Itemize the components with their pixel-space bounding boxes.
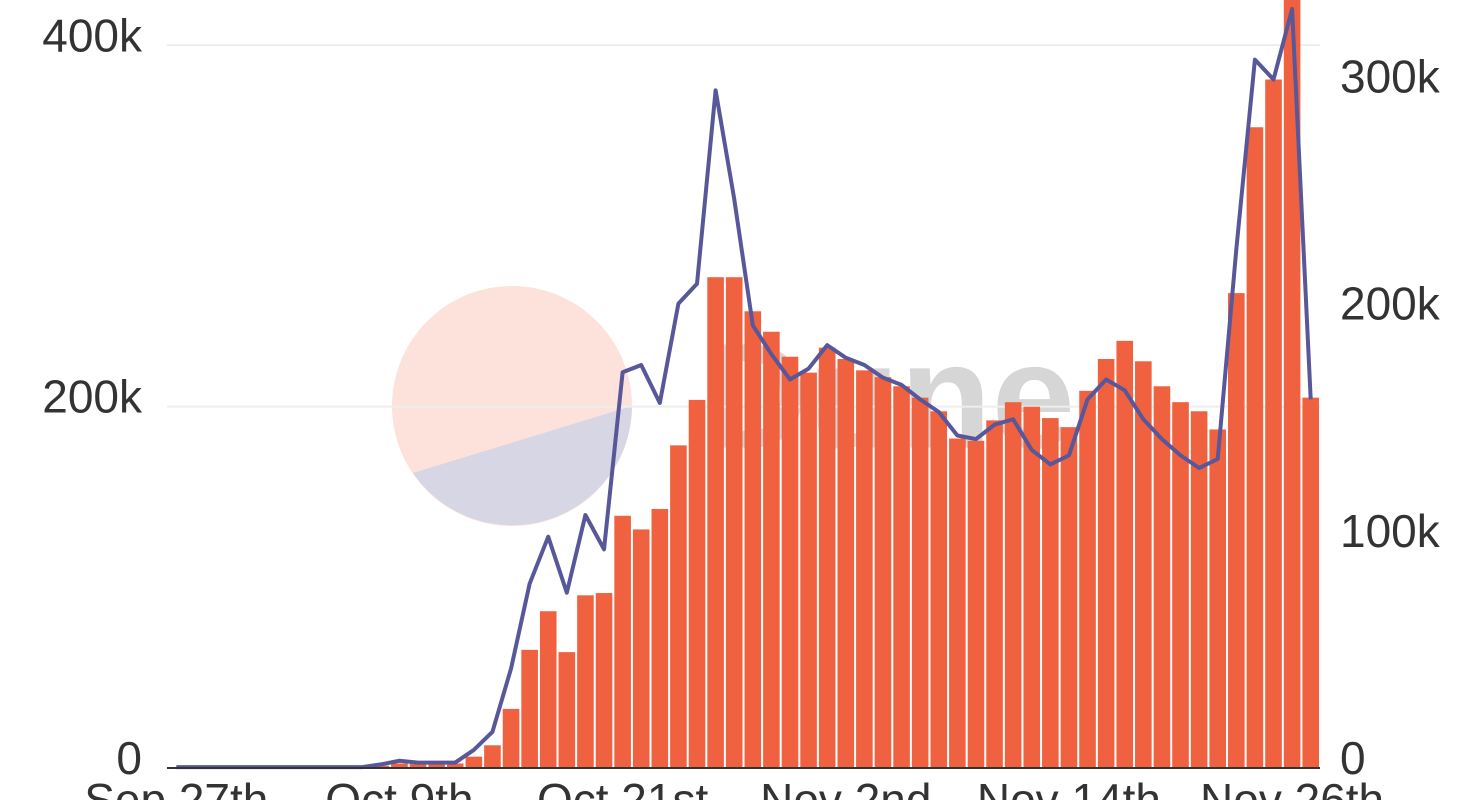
bar: [1228, 293, 1245, 768]
bar: [651, 508, 669, 768]
bar: [484, 745, 501, 768]
bar: [707, 277, 724, 768]
bar: [800, 372, 817, 768]
bar: [614, 515, 631, 768]
x-tick-label: Nov 14th: [977, 774, 1161, 800]
bar: [874, 377, 892, 768]
bar: [1302, 397, 1319, 768]
bar: [763, 331, 780, 768]
bar: [446, 763, 464, 768]
bar: [502, 708, 520, 768]
y2-tick-label: 100k: [1340, 505, 1441, 557]
bar: [1283, 0, 1301, 769]
bar: [521, 649, 538, 768]
y2-tick-label: 300k: [1340, 50, 1441, 102]
bar: [577, 595, 594, 768]
bar: [558, 652, 576, 768]
bar: [688, 399, 706, 768]
bar: [1097, 359, 1115, 768]
y-tick-label: 0: [116, 732, 142, 784]
bar: [1116, 340, 1134, 768]
bar: [1060, 427, 1078, 768]
bar: [670, 445, 687, 768]
bar: [930, 411, 948, 768]
y2-tick-label: 0: [1340, 732, 1366, 784]
bar: [781, 356, 799, 768]
bar: [409, 763, 427, 768]
bar: [372, 765, 390, 768]
bar: [856, 370, 873, 768]
bar: [1172, 402, 1189, 768]
bar: [967, 440, 985, 768]
bar: [1265, 79, 1282, 769]
x-tick-label: Oct 9th: [325, 774, 473, 800]
bar: [391, 763, 408, 768]
bar: [1190, 411, 1208, 768]
bar: [1004, 402, 1022, 768]
bar: [986, 420, 1003, 768]
bar: [1042, 418, 1059, 768]
bar: [539, 611, 557, 768]
bar: [632, 529, 650, 768]
bar: [837, 359, 855, 768]
x-tick-label: Nov 26th: [1200, 774, 1384, 800]
y-tick-label: 400k: [42, 9, 143, 61]
x-tick-label: Oct 21st: [537, 774, 709, 800]
logo-slice: [413, 406, 632, 526]
line: [176, 7, 1313, 770]
bar: [725, 277, 743, 768]
bar: [911, 397, 929, 768]
bar: [1023, 406, 1041, 768]
bar: [949, 438, 966, 768]
y2-tick-label: 200k: [1340, 278, 1441, 330]
x-tick-label: Nov 2nd: [760, 774, 931, 800]
bar: [595, 593, 613, 768]
bar: [818, 347, 836, 768]
bar: [1135, 361, 1152, 768]
bar: [465, 756, 483, 768]
bar: [1209, 429, 1227, 768]
bar: [428, 763, 445, 768]
x-tick-label: Sep 27th: [84, 774, 268, 800]
bar: [1246, 127, 1264, 768]
y-tick-label: 200k: [42, 371, 143, 423]
bar: [744, 311, 762, 768]
bar: [1153, 386, 1171, 768]
bar: [893, 386, 910, 768]
bar: [1079, 390, 1096, 768]
